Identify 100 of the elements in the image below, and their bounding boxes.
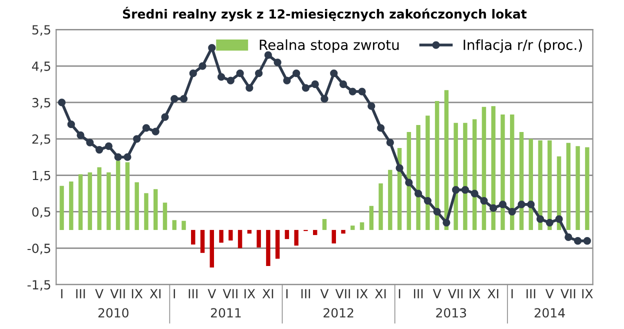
bar	[182, 220, 186, 230]
point	[95, 146, 104, 154]
point	[330, 70, 338, 78]
y-tick-label: -0,5	[28, 244, 50, 254]
bar	[116, 160, 120, 230]
point	[461, 186, 470, 194]
text: 2012	[324, 308, 354, 318]
x-tick-label: V	[320, 289, 329, 298]
x-tick-label: VII	[222, 289, 238, 298]
x-tick-label: XI	[150, 289, 161, 298]
x-tick-label: IX	[244, 289, 256, 298]
point	[180, 94, 188, 103]
bar	[548, 140, 552, 230]
point	[405, 178, 413, 186]
x-tick-label: I	[512, 289, 513, 298]
point	[490, 204, 498, 212]
point	[58, 98, 66, 106]
point	[114, 153, 122, 161]
point	[498, 200, 507, 208]
y-tick-label: 1,5	[32, 170, 50, 182]
point	[133, 135, 141, 143]
x-tick-label: I	[61, 289, 62, 298]
point	[142, 124, 150, 132]
bar	[463, 122, 468, 230]
x-tick-label: I	[286, 289, 288, 298]
bar	[284, 230, 290, 240]
bar	[585, 147, 590, 230]
x-tick-label: I	[174, 289, 175, 298]
point	[574, 237, 582, 245]
bar	[266, 230, 270, 266]
point	[104, 142, 113, 150]
point	[368, 102, 376, 110]
bar	[294, 230, 298, 246]
bar	[454, 122, 458, 230]
bar	[134, 182, 139, 230]
point	[198, 62, 206, 70]
point	[76, 131, 84, 140]
legend-label: Inflacja r/r (proc.)	[464, 39, 582, 53]
bar	[341, 230, 346, 234]
point	[518, 200, 526, 208]
bar	[153, 189, 158, 230]
point	[564, 233, 572, 242]
point	[124, 153, 132, 161]
bar	[200, 230, 205, 253]
point	[480, 196, 488, 205]
point	[217, 73, 226, 81]
text: 2010	[98, 308, 128, 318]
x-tick-label: XI	[375, 289, 386, 298]
bar	[162, 202, 168, 230]
point	[358, 88, 366, 96]
bar	[210, 230, 214, 268]
bar	[275, 230, 280, 259]
x-tick-label: V	[95, 289, 104, 298]
point	[396, 164, 404, 172]
x-tick-label: V	[432, 289, 442, 298]
bar	[388, 170, 392, 230]
x-tick-label: XI	[488, 289, 498, 298]
y-tick-label: 5,5	[32, 25, 50, 36]
x-tick-label: VII	[448, 289, 463, 298]
x-tick-label: IX	[470, 289, 480, 298]
x-tick-label: XI	[262, 289, 274, 298]
bar	[69, 182, 74, 230]
point	[236, 70, 244, 78]
x-tick-label: V	[545, 289, 554, 298]
point	[555, 215, 563, 223]
x-tick-label: III	[301, 289, 310, 298]
point	[348, 88, 356, 96]
x-tick-label: V	[208, 289, 216, 298]
point	[302, 84, 310, 92]
y-tick-label: 3,5	[32, 98, 50, 109]
point	[376, 124, 385, 132]
point	[274, 58, 282, 66]
bar	[576, 146, 580, 230]
bar	[97, 167, 102, 230]
bar	[500, 114, 505, 230]
chart-title: Średni realny zysk z 12-miesięcznych zakończonych lokat	[122, 6, 527, 22]
point	[536, 215, 544, 223]
bar	[228, 230, 233, 241]
x-tick-label: VII	[335, 289, 350, 298]
bar	[360, 222, 364, 230]
bar	[256, 230, 261, 248]
bar	[566, 142, 571, 230]
bar	[106, 172, 111, 230]
bar	[416, 125, 420, 230]
point	[189, 70, 197, 78]
x-tick-label: IX	[582, 289, 593, 298]
legend-label: Realna stopa zwrotu	[260, 39, 399, 53]
point	[320, 94, 328, 103]
x-tick-label: IX	[132, 289, 143, 298]
point	[433, 208, 441, 216]
point	[452, 186, 460, 194]
bar	[238, 230, 242, 248]
point	[508, 208, 516, 216]
x-tick-label: I	[398, 289, 400, 298]
point	[386, 138, 394, 146]
point	[546, 218, 554, 226]
text: 2013	[436, 308, 466, 318]
point	[152, 128, 160, 136]
point	[527, 200, 535, 208]
point	[292, 70, 300, 78]
